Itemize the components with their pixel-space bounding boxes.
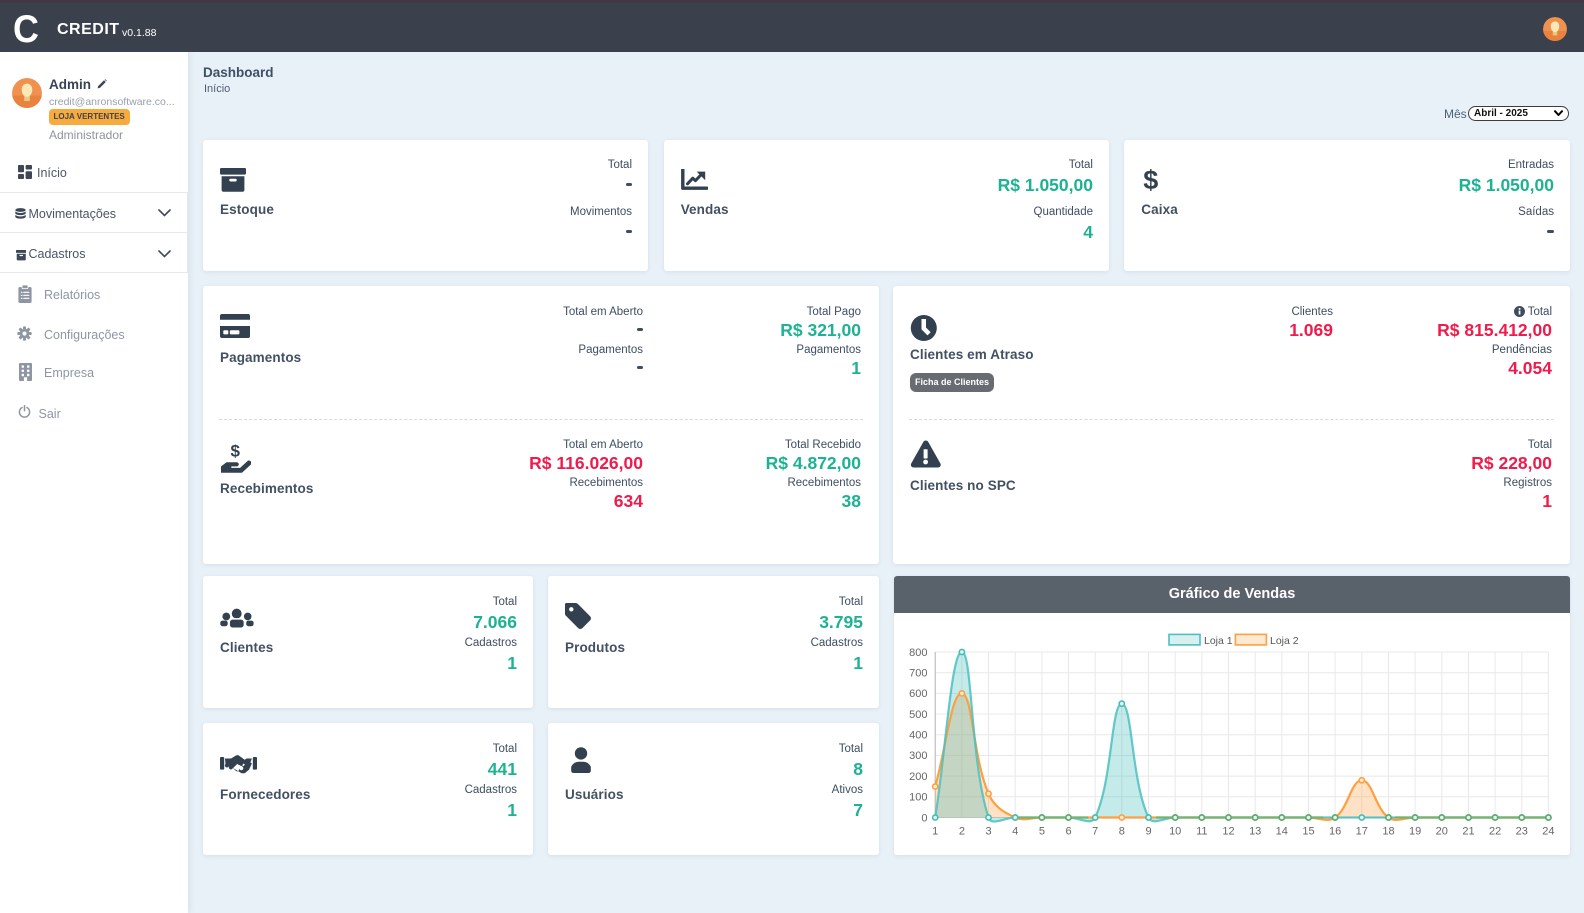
svg-text:6: 6 xyxy=(1065,826,1071,838)
svg-text:20: 20 xyxy=(1436,826,1448,838)
svg-text:24: 24 xyxy=(1542,826,1554,838)
svg-text:4: 4 xyxy=(1012,826,1018,838)
svg-text:5: 5 xyxy=(1039,826,1045,838)
svg-text:18: 18 xyxy=(1382,826,1394,838)
svg-text:9: 9 xyxy=(1145,826,1151,838)
svg-text:700: 700 xyxy=(909,668,927,680)
svg-text:800: 800 xyxy=(909,647,927,659)
svg-text:1: 1 xyxy=(932,826,938,838)
svg-text:2: 2 xyxy=(959,826,965,838)
svg-text:7: 7 xyxy=(1092,826,1098,838)
svg-text:11: 11 xyxy=(1196,826,1207,838)
svg-text:8: 8 xyxy=(1119,826,1125,838)
svg-text:Loja 1: Loja 1 xyxy=(1204,635,1233,647)
svg-text:21: 21 xyxy=(1462,826,1474,838)
svg-text:22: 22 xyxy=(1489,826,1501,838)
svg-text:17: 17 xyxy=(1356,826,1368,838)
svg-text:14: 14 xyxy=(1276,826,1288,838)
svg-text:10: 10 xyxy=(1169,826,1181,838)
svg-text:100: 100 xyxy=(909,792,927,804)
svg-text:400: 400 xyxy=(909,730,927,742)
svg-text:19: 19 xyxy=(1409,826,1421,838)
svg-text:3: 3 xyxy=(985,826,991,838)
svg-text:300: 300 xyxy=(909,750,927,762)
svg-text:15: 15 xyxy=(1302,826,1314,838)
svg-text:Loja 2: Loja 2 xyxy=(1270,635,1299,647)
svg-text:200: 200 xyxy=(909,771,927,783)
svg-text:16: 16 xyxy=(1329,826,1341,838)
svg-text:0: 0 xyxy=(921,812,927,824)
svg-text:13: 13 xyxy=(1249,826,1261,838)
svg-text:23: 23 xyxy=(1516,826,1528,838)
svg-text:12: 12 xyxy=(1222,826,1234,838)
svg-text:600: 600 xyxy=(909,688,927,700)
svg-text:500: 500 xyxy=(909,709,927,721)
svg-text:$: $ xyxy=(231,442,241,461)
